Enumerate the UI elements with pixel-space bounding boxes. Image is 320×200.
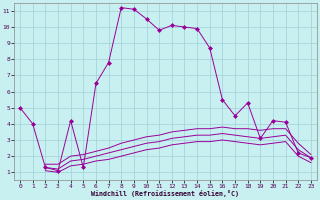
X-axis label: Windchill (Refroidissement éolien,°C): Windchill (Refroidissement éolien,°C) <box>92 190 239 197</box>
